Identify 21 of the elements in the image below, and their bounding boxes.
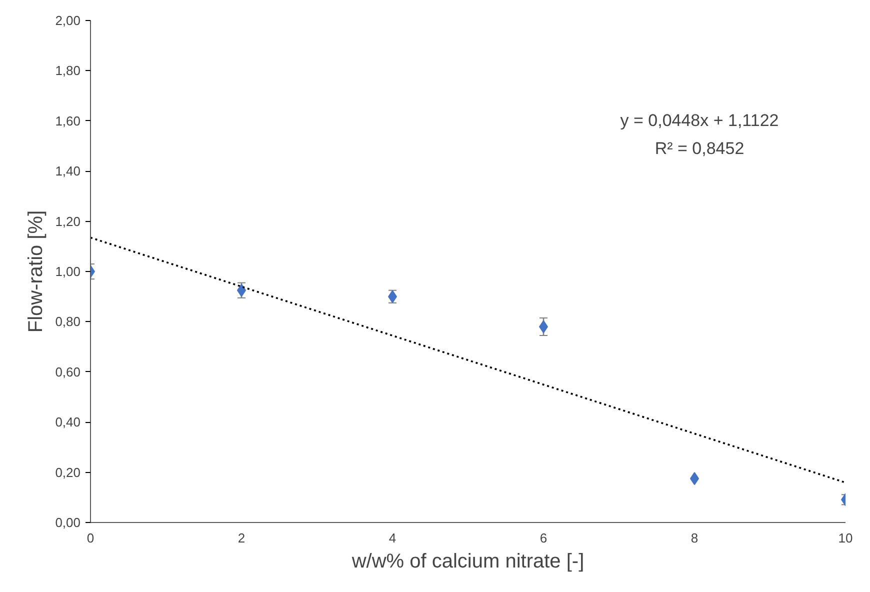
y-tick-label: 0,60: [55, 364, 81, 380]
y-tick-label: 1,20: [55, 214, 81, 229]
y-tick-label: 1,80: [55, 63, 81, 78]
y-tick-label: 1,60: [55, 113, 81, 128]
x-tick-label: 2: [238, 530, 246, 546]
y-tick-label: 0,20: [55, 464, 81, 480]
y-tick-label: 1,00: [55, 264, 81, 279]
y-tick-label: 2,00: [55, 13, 81, 28]
x-axis-title: w/w% of calcium nitrate [-]: [350, 550, 584, 572]
y-axis-title: Flow-ratio [%]: [25, 210, 48, 333]
y-tick-label: 0,00: [55, 515, 81, 530]
x-tick-label: 10: [838, 530, 853, 546]
x-tick-label: 4: [388, 530, 396, 546]
annotation: y = 0,0448x + 1,1122: [620, 111, 779, 130]
x-tick-label: 0: [86, 530, 94, 546]
x-tick-label: 8: [690, 530, 698, 546]
x-tick-label: 6: [540, 530, 548, 546]
y-tick-label: 0,80: [55, 314, 81, 330]
y-tick-label: 0,40: [55, 414, 81, 430]
annotation: R² = 0,8452: [654, 139, 744, 158]
y-tick-label: 1,40: [55, 164, 81, 179]
